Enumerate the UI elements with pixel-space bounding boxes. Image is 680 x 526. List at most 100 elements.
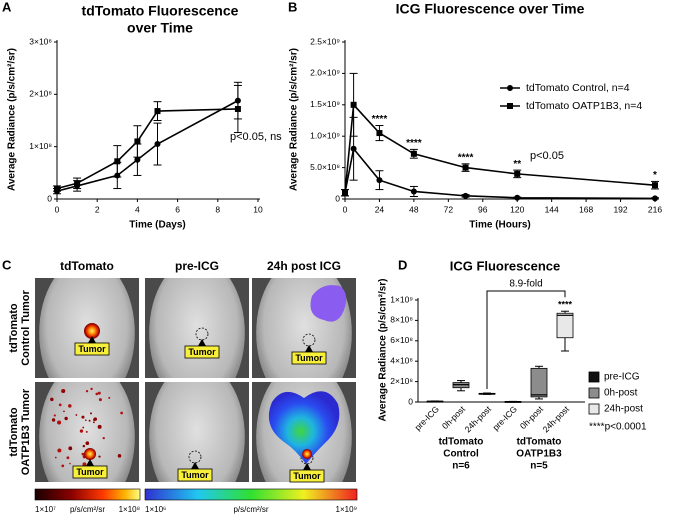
mouse-image xyxy=(35,278,139,378)
bracket xyxy=(486,290,566,390)
significance-label: **** xyxy=(558,300,573,310)
signal-dot xyxy=(97,391,101,395)
legend-label: tdTomato OATP1B3, n=4 xyxy=(526,100,642,112)
marker xyxy=(462,164,469,171)
y-tick-label: 2×10⁸ xyxy=(29,89,52,99)
marker xyxy=(652,182,658,189)
marker xyxy=(234,105,241,112)
group-label: OATP1B3 xyxy=(516,449,562,460)
legend-swatch xyxy=(588,387,600,399)
marker xyxy=(154,141,161,148)
signal-dot xyxy=(53,414,56,417)
signal-dot xyxy=(54,456,57,459)
significance-label: **** xyxy=(372,114,388,125)
signal-dot xyxy=(68,446,73,451)
panel-label: C xyxy=(2,257,12,272)
row-label: Control Tumor xyxy=(20,290,32,366)
signal-dot xyxy=(88,419,91,422)
tumor-box xyxy=(177,468,213,482)
y-tick-label: 0 xyxy=(408,396,413,406)
y-axis-label: Average Radiance (p/s/cm²/sr) xyxy=(378,278,389,421)
signal-dot xyxy=(63,410,65,413)
signal-dot xyxy=(108,396,111,399)
x-tick-label: pre-ICG xyxy=(491,404,519,432)
x-tick-label: 96 xyxy=(478,204,488,214)
signal-dot xyxy=(85,430,88,433)
row-label: tdTomato xyxy=(8,303,20,353)
y-axis-label: Average Radiance (p/s/cm²/sr) xyxy=(289,48,300,191)
signal-dot xyxy=(93,421,95,424)
icg-signal xyxy=(268,391,340,464)
x-axis-label: Time (Hours) xyxy=(469,220,531,231)
tumor-label: Tumor xyxy=(293,471,321,481)
signal-dot xyxy=(98,398,102,402)
mouse-body xyxy=(149,278,245,378)
marker xyxy=(376,177,383,184)
x-tick-label: 24 xyxy=(375,204,385,214)
y-tick-label: 0 xyxy=(47,193,52,203)
group-label: tdTomato xyxy=(517,437,562,448)
tumor-box xyxy=(72,465,108,479)
marker xyxy=(376,130,383,137)
signal-dot xyxy=(82,426,85,429)
legend-label: 0h-post xyxy=(604,388,638,399)
tumor-arrow xyxy=(191,462,199,469)
y-tick-label: 1.0×10⁹ xyxy=(310,130,340,140)
signal-dot xyxy=(98,455,101,458)
marker xyxy=(350,145,357,152)
marker xyxy=(74,180,81,187)
y-tick-label: 4×10⁸ xyxy=(390,355,413,365)
y-tick-label: 1.5×10⁹ xyxy=(310,99,340,109)
tumor-signal xyxy=(84,448,96,460)
tumor-outline xyxy=(195,327,209,341)
panel-label: A xyxy=(2,0,12,14)
tumor-box xyxy=(291,351,327,365)
signal-dot xyxy=(61,464,65,468)
signal-dot xyxy=(117,454,122,458)
y-tick-label: 8×10⁸ xyxy=(390,315,413,325)
tumor-box xyxy=(289,469,325,483)
significance-label: **** xyxy=(458,152,474,163)
annotation: p<0.05 xyxy=(530,150,564,162)
colorbar xyxy=(144,488,358,501)
signal-dot xyxy=(82,462,87,467)
tumor-arrow xyxy=(198,339,206,346)
signal-dot xyxy=(50,397,54,402)
signal-dot xyxy=(95,392,99,396)
signal-dot xyxy=(51,418,56,422)
series-line xyxy=(344,102,656,193)
series-line xyxy=(344,146,656,200)
tumor-box xyxy=(74,342,110,356)
tumor-signal xyxy=(84,323,100,339)
chart-title: ICG Fluorescence over Time xyxy=(396,1,585,17)
chart-title: over Time xyxy=(127,20,193,36)
tumor-outline xyxy=(302,333,316,347)
y-tick-label: 1×10⁹ xyxy=(390,294,413,304)
series-line xyxy=(56,108,238,190)
x-tick-label: 144 xyxy=(545,204,559,214)
tumor-outline xyxy=(188,450,202,464)
legend-swatch xyxy=(588,403,600,415)
signal-dot xyxy=(90,387,93,391)
signal-dot xyxy=(61,389,64,391)
panel-label: D xyxy=(398,257,407,272)
y-tick-label: 3×10⁸ xyxy=(29,36,52,46)
group-label: Control xyxy=(443,449,479,460)
row-label: OATP1B3 Tumor xyxy=(20,388,32,475)
x-tick-label: 4 xyxy=(135,204,140,214)
marker xyxy=(114,158,121,165)
annotation: p<0.05, ns xyxy=(230,131,282,143)
signal-dot xyxy=(79,429,84,433)
tumor-outline xyxy=(300,451,314,465)
tumor-arrow xyxy=(303,463,311,470)
signal-dot xyxy=(120,411,124,415)
marker xyxy=(154,108,161,115)
marker xyxy=(462,192,469,199)
tumor-arrow xyxy=(305,345,313,352)
series-line xyxy=(56,99,239,192)
tumor-box xyxy=(184,345,220,359)
x-tick-label: 6 xyxy=(175,204,180,214)
y-axis-label: Average Radiance (p/s/cm²/sr) xyxy=(7,48,18,191)
